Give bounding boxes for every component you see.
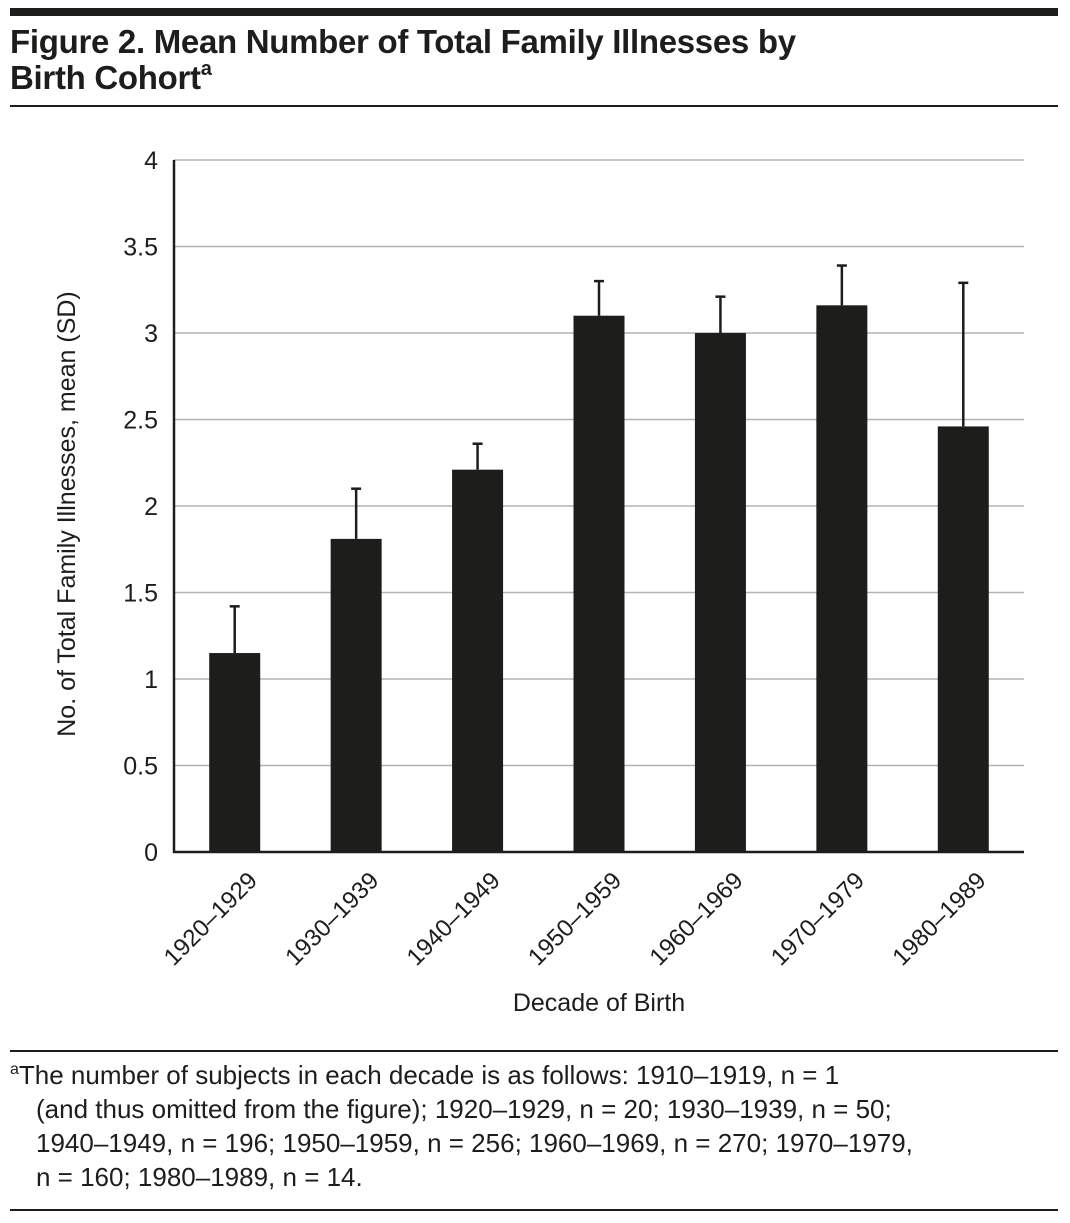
footnote-bottom-rule: [10, 1209, 1058, 1211]
y-tick-label: 3.5: [123, 234, 158, 262]
x-tick-labels: 1920–1929 1930–1939 1940–1949 1950–1959 1960…: [159, 867, 992, 971]
bar: [209, 653, 261, 852]
footnote-marker: a: [10, 1061, 19, 1078]
y-tick-label: 2: [144, 493, 158, 521]
title-superscript: a: [200, 58, 212, 80]
x-tick-label: 1940–1949: [402, 867, 506, 971]
footnote-top-rule: [10, 1050, 1058, 1052]
bar: [573, 315, 625, 852]
x-tick-label: 1930–1939: [280, 867, 384, 971]
bar: [694, 333, 746, 852]
bar: [937, 426, 989, 852]
x-tick-label: 1960–1969: [645, 867, 749, 971]
footnote-line: aThe number of subjects in each decade i…: [10, 1058, 1050, 1092]
footnote: aThe number of subjects in each decade i…: [10, 1058, 1050, 1194]
figure-title: Figure 2. Mean Number of Total Family Il…: [10, 24, 1050, 96]
y-tick-label: 0: [144, 839, 158, 867]
title-line-2: Birth Cohort: [10, 59, 201, 96]
footnote-line: n = 160; 1980–1989, n = 14.: [36, 1162, 363, 1192]
bar: [452, 469, 504, 852]
error-bars: [229, 264, 969, 654]
footnote-line: (and thus omitted from the figure); 1920…: [36, 1094, 892, 1124]
bar: [330, 538, 382, 852]
y-tick-label: 3: [144, 320, 158, 348]
bars: [209, 305, 989, 852]
bar-chart: 0 0.5 1 1.5 2 2.5 3 3.5 4 1920–1929 1930–1939 1940…: [53, 147, 1024, 1017]
y-tick-label: 4: [144, 147, 158, 175]
y-tick-label: 1.5: [123, 580, 158, 608]
title-line-1: Figure 2. Mean Number of Total Family Il…: [10, 23, 796, 60]
y-tick-labels: 0 0.5 1 1.5 2 2.5 3 3.5 4: [123, 147, 158, 867]
title-rule: [10, 105, 1058, 107]
x-tick-label: 1980–1989: [887, 867, 991, 971]
top-rule: [10, 8, 1058, 16]
footnote-text: The number of subjects in each decade is…: [18, 1060, 840, 1090]
y-tick-label: 0.5: [123, 753, 158, 781]
x-axis-label: Decade of Birth: [513, 989, 685, 1017]
x-tick-label: 1950–1959: [523, 867, 627, 971]
y-tick-label: 2.5: [123, 407, 158, 435]
bar: [816, 305, 868, 852]
y-axis-label: No. of Total Family Illnesses, mean (SD): [53, 291, 81, 737]
y-tick-label: 1: [144, 666, 158, 694]
x-tick-label: 1920–1929: [159, 867, 263, 971]
footnote-line: 1940–1949, n = 196; 1950–1959, n = 256; …: [36, 1128, 913, 1158]
x-tick-label: 1970–1979: [766, 867, 870, 971]
